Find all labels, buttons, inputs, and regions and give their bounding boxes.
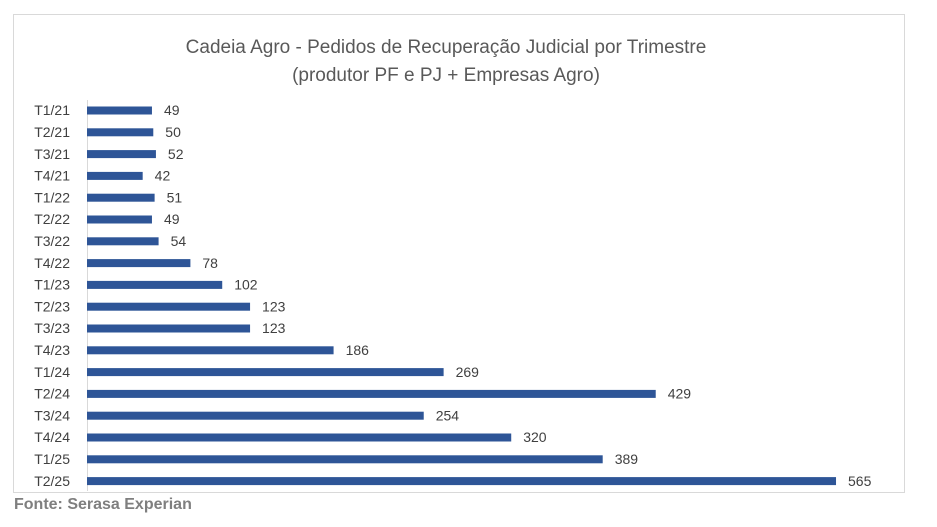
y-tick-label: T2/24 — [34, 386, 70, 402]
value-label: 78 — [202, 255, 218, 271]
y-tick-label: T3/21 — [34, 146, 70, 162]
bar — [87, 302, 251, 311]
bar — [87, 389, 656, 398]
y-tick-label: T3/23 — [34, 320, 70, 336]
y-tick-label: T2/25 — [34, 473, 70, 489]
bar — [87, 150, 156, 159]
value-label: 389 — [615, 451, 639, 467]
value-label: 52 — [168, 146, 184, 162]
y-tick-label: T3/24 — [34, 407, 70, 423]
y-tick-label: T4/24 — [34, 429, 70, 445]
bar — [87, 368, 444, 377]
y-tick-label: T4/21 — [34, 168, 70, 184]
y-tick-label: T1/25 — [34, 451, 70, 467]
value-label: 102 — [234, 277, 258, 293]
chart-subtitle: (produtor PF e PJ + Empresas Agro) — [292, 65, 600, 86]
value-label: 254 — [436, 407, 460, 423]
bar — [87, 215, 152, 224]
value-label: 50 — [165, 124, 181, 140]
value-label: 54 — [171, 233, 187, 249]
value-label: 42 — [155, 168, 171, 184]
bar — [87, 477, 837, 486]
value-label: 320 — [523, 429, 547, 445]
value-label: 565 — [848, 473, 872, 489]
value-label: 49 — [164, 211, 180, 227]
bar — [87, 324, 251, 333]
value-label: 123 — [262, 298, 286, 314]
y-tick-label: T4/23 — [34, 342, 70, 358]
y-tick-label: T4/22 — [34, 255, 70, 271]
bar — [87, 346, 334, 355]
y-tick-label: T1/22 — [34, 189, 70, 205]
value-label: 269 — [456, 364, 480, 380]
y-tick-label: T1/21 — [34, 102, 70, 118]
value-label: 123 — [262, 320, 286, 336]
bar — [87, 280, 223, 289]
chart-title: Cadeia Agro - Pedidos de Recuperação Jud… — [186, 37, 707, 58]
y-tick-label: T1/24 — [34, 364, 70, 380]
y-tick-label: T2/21 — [34, 124, 70, 140]
y-tick-label: T2/22 — [34, 211, 70, 227]
bar — [87, 171, 143, 180]
bar — [87, 455, 603, 464]
bar — [87, 128, 154, 137]
bar — [87, 106, 152, 115]
value-label: 49 — [164, 102, 180, 118]
bar — [87, 259, 191, 268]
bar — [87, 193, 155, 202]
y-tick-label: T3/22 — [34, 233, 70, 249]
source: Fonte: Serasa Experian — [14, 496, 192, 513]
value-label: 51 — [167, 189, 183, 205]
value-label: 429 — [668, 386, 692, 402]
y-tick-label: T2/23 — [34, 298, 70, 314]
y-tick-label: T1/23 — [34, 277, 70, 293]
value-label: 186 — [346, 342, 370, 358]
bar — [87, 433, 512, 442]
bar — [87, 411, 424, 420]
bar — [87, 237, 159, 246]
